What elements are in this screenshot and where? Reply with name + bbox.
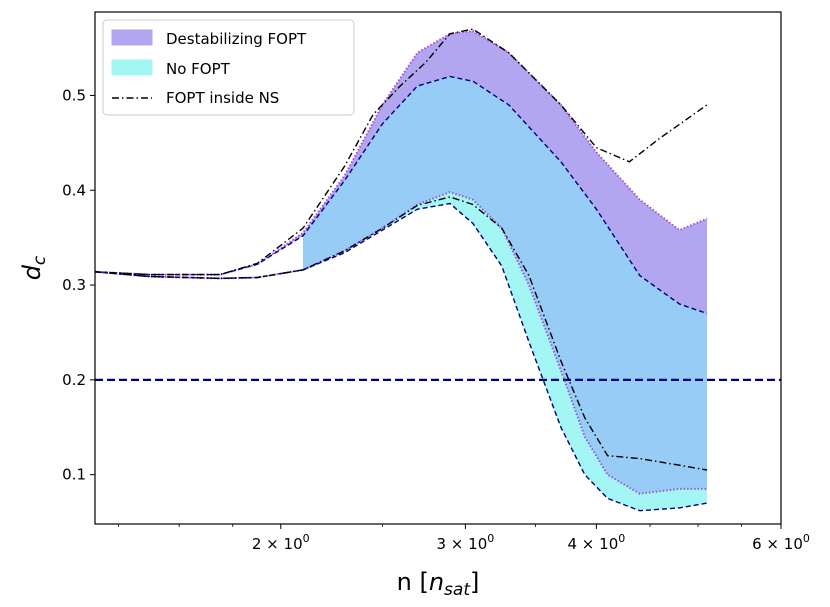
band-layer	[95, 31, 707, 511]
line-layer	[95, 28, 708, 512]
y-tick-label: 0.5	[62, 86, 86, 104]
legend-label-destabilizing: Destabilizing FOPT	[166, 30, 307, 48]
y-tick-label: 0.4	[62, 181, 86, 199]
legend-swatch-no-fopt	[111, 59, 153, 76]
x-axis: 2 × 100 3 × 100 4 × 100 6 × 100	[117, 524, 810, 553]
x-tick-label: 6 × 100	[752, 532, 810, 553]
x-axis-label: n [nsat]	[397, 568, 480, 600]
legend-label-no-fopt: No FOPT	[166, 60, 231, 78]
x-tick-label: 4 × 100	[568, 532, 626, 553]
x-tick-label: 3 × 100	[437, 532, 495, 553]
y-axis-label: dc	[18, 255, 50, 280]
series-line-fopt-inside-ns-lower	[95, 196, 708, 471]
y-tick-label: 0.3	[62, 276, 86, 294]
y-axis: 0.1 0.2 0.3 0.4 0.5	[62, 86, 95, 484]
y-tick-label: 0.2	[62, 371, 86, 389]
band-lower-edge-destabilizing-fopt	[95, 75, 708, 315]
band-overlap-region	[303, 76, 707, 494]
legend-label-fopt-inside-ns: FOPT inside NS	[166, 89, 279, 107]
series-line-fopt-inside-ns-upper	[95, 28, 708, 276]
y-tick-label: 0.1	[62, 466, 86, 484]
plot-frame	[94, 11, 782, 525]
legend-frame	[102, 19, 355, 116]
band-destabilizing-fopt	[95, 31, 707, 314]
legend: Destabilizing FOPT No FOPT FOPT inside N…	[102, 19, 355, 116]
x-tick-label: 2 × 100	[252, 532, 310, 553]
legend-swatch-destabilizing	[111, 29, 153, 46]
